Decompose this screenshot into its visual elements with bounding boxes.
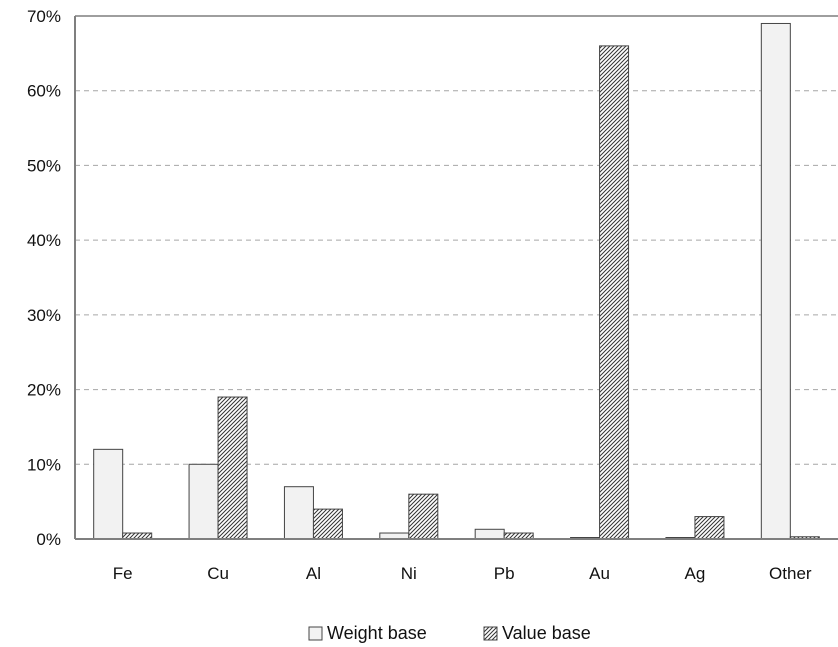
legend: Weight base Value base: [308, 623, 591, 643]
x-tick-labels: Fe Cu Al Ni Pb Au Ag Other: [113, 564, 812, 583]
bar-al-value-base: [312, 508, 343, 540]
bar-cu-weight-base: [188, 463, 219, 540]
bars: [93, 22, 820, 540]
x-tick-label-pb: Pb: [494, 564, 515, 583]
legend-label-value-base: Value base: [502, 623, 591, 643]
x-tick-label-cu: Cu: [207, 564, 229, 583]
legend-swatch-weight-base: [308, 626, 323, 641]
gridlines: [75, 15, 838, 465]
bar-au-value-base: [599, 45, 630, 540]
bar-ni-value-base: [408, 493, 439, 540]
bar-other-weight-base: [760, 22, 791, 540]
bar-cu-value-base: [217, 396, 248, 540]
bar-ag-value-base: [694, 516, 725, 540]
legend-swatch-value-base: [483, 626, 498, 641]
x-tick-label-ag: Ag: [685, 564, 706, 583]
y-tick-label: 60%: [27, 82, 61, 101]
y-tick-label: 10%: [27, 455, 61, 474]
x-tick-label-other: Other: [769, 564, 812, 583]
y-tick-label: 70%: [27, 7, 61, 26]
y-tick-label: 50%: [27, 156, 61, 175]
y-tick-label: 0%: [36, 530, 61, 549]
bar-fe-weight-base: [93, 448, 124, 540]
x-tick-label-au: Au: [589, 564, 610, 583]
y-tick-labels: 0% 10% 20% 30% 40% 50% 60% 70%: [27, 7, 61, 549]
axes: [74, 15, 838, 540]
bar-pb-weight-base: [474, 528, 505, 540]
y-tick-label: 30%: [27, 306, 61, 325]
legend-label-weight-base: Weight base: [327, 623, 427, 643]
bar-al-weight-base: [283, 486, 314, 540]
x-tick-label-ni: Ni: [401, 564, 417, 583]
x-tick-label-fe: Fe: [113, 564, 133, 583]
y-tick-label: 20%: [27, 381, 61, 400]
x-tick-label-al: Al: [306, 564, 321, 583]
y-tick-label: 40%: [27, 231, 61, 250]
